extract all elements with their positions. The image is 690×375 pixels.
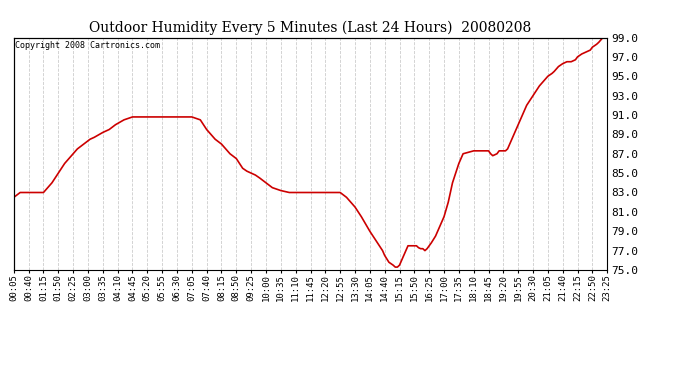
Text: Copyright 2008 Cartronics.com: Copyright 2008 Cartronics.com [15, 41, 160, 50]
Title: Outdoor Humidity Every 5 Minutes (Last 24 Hours)  20080208: Outdoor Humidity Every 5 Minutes (Last 2… [90, 21, 531, 35]
